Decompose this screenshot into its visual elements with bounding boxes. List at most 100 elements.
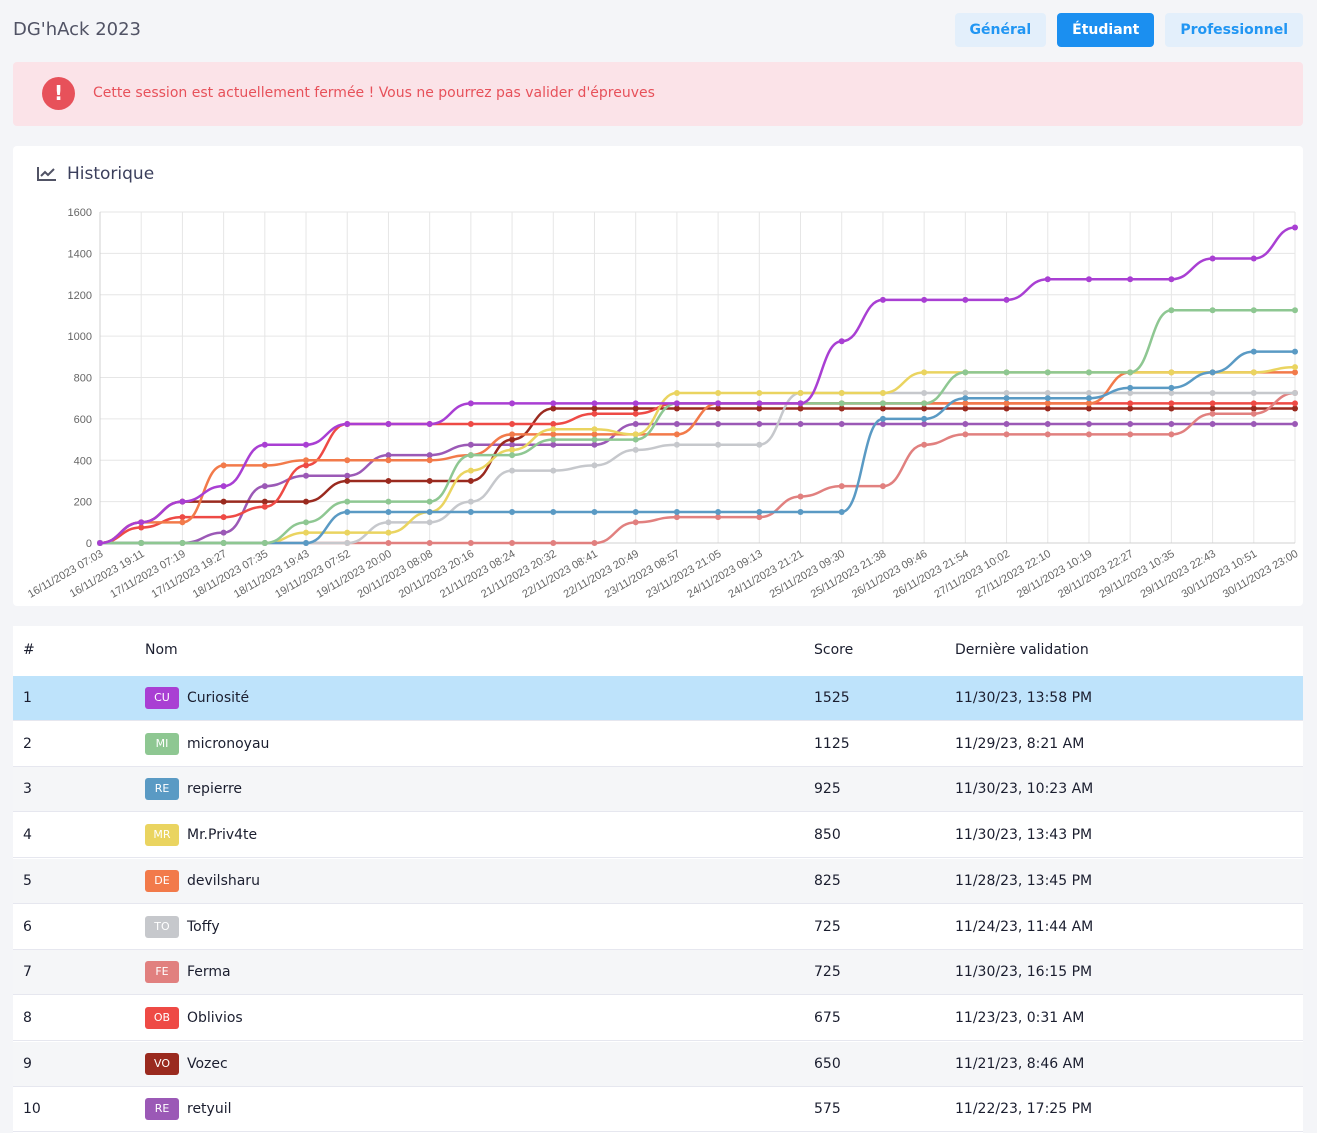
table-row[interactable]: 8 OB Oblivios 675 11/23/23, 0:31 AM: [13, 996, 1303, 1041]
date-cell: 11/29/23, 8:21 AM: [955, 722, 1084, 766]
x-tick-label: 30/11/2023 23:00: [1221, 548, 1300, 601]
team-name[interactable]: Mr.Priv4te: [187, 827, 258, 844]
data-point: [220, 540, 227, 546]
table-row[interactable]: 6 TO Toffy 725 11/24/23, 11:44 AM: [13, 905, 1303, 950]
score-value: 675: [814, 1009, 841, 1026]
data-point: [467, 400, 474, 407]
data-point: [715, 405, 722, 412]
data-point: [879, 296, 886, 303]
team-name[interactable]: Curiosité: [187, 690, 250, 706]
rank-value: 8: [23, 1009, 32, 1026]
data-point: [1168, 307, 1175, 314]
name-cell: RE retyuil: [145, 1087, 232, 1131]
data-point: [1127, 384, 1134, 391]
col-rank: #: [23, 642, 35, 658]
score-cell: 725: [814, 950, 841, 994]
data-point: [838, 405, 845, 412]
data-point: [756, 508, 763, 515]
data-point: [179, 498, 186, 505]
score-cell: 850: [814, 813, 841, 857]
data-point: [632, 405, 639, 412]
team-name[interactable]: Toffy: [187, 918, 220, 935]
data-point: [1250, 369, 1257, 376]
data-point: [426, 540, 433, 546]
table-row[interactable]: 5 DE devilsharu 825 11/28/23, 13:45 PM: [13, 858, 1303, 904]
data-point: [426, 519, 433, 526]
data-point: [467, 498, 474, 505]
data-point: [1044, 405, 1051, 412]
data-point: [962, 369, 969, 376]
data-point: [797, 493, 804, 500]
data-point: [509, 421, 516, 428]
data-point: [1044, 421, 1051, 428]
team-name[interactable]: devilsharu: [187, 872, 260, 889]
data-point: [426, 508, 433, 515]
data-point: [632, 446, 639, 453]
data-point: [1003, 400, 1010, 407]
data-point: [1209, 421, 1216, 428]
table-row[interactable]: 7 FE Ferma 725 11/30/23, 16:15 PM: [13, 950, 1303, 996]
data-point: [467, 452, 474, 459]
score-cell: 575: [814, 1087, 841, 1131]
data-point: [962, 400, 969, 407]
tab-general[interactable]: Général: [954, 13, 1047, 47]
data-point: [1292, 364, 1298, 371]
data-point: [1044, 276, 1051, 283]
y-tick-label: 1600: [68, 207, 92, 219]
table-row[interactable]: 3 RE repierre 925 11/30/23, 10:23 AM: [13, 767, 1303, 813]
card-title: Historique: [67, 164, 155, 184]
name-cell: VO Vozec: [145, 1042, 228, 1086]
data-point: [632, 436, 639, 443]
avatar: RE: [145, 778, 179, 801]
table-row[interactable]: 4 MR Mr.Priv4te 850 11/30/23, 13:43 PM: [13, 813, 1303, 859]
data-point: [1250, 400, 1257, 407]
score-cell: 825: [814, 859, 841, 903]
rank-cell: 4: [23, 813, 32, 857]
data-point: [385, 508, 392, 515]
score-value: 725: [814, 918, 841, 935]
data-point: [467, 441, 474, 448]
team-name[interactable]: repierre: [187, 781, 243, 798]
data-point: [509, 400, 516, 407]
data-point: [921, 415, 928, 422]
tab-etudiant[interactable]: Étudiant: [1057, 13, 1155, 47]
data-point: [1168, 421, 1175, 428]
team-name[interactable]: retyuil: [187, 1101, 232, 1118]
y-tick-label: 800: [74, 373, 92, 385]
rank-cell: 2: [23, 722, 32, 766]
data-point: [1003, 390, 1010, 397]
name-cell: DE devilsharu: [145, 859, 260, 903]
team-name[interactable]: micronoyau: [187, 735, 270, 752]
date-value: 11/28/23, 13:45 PM: [955, 872, 1093, 889]
category-tabs: Général Étudiant Professionnel: [954, 13, 1303, 47]
series-line: [100, 422, 1295, 545]
table-row[interactable]: 9 VO Vozec 650 11/21/23, 8:46 AM: [13, 1041, 1303, 1087]
data-point: [1044, 395, 1051, 402]
data-point: [509, 508, 516, 515]
name-cell: CU Curiosité: [145, 676, 249, 720]
data-point: [1127, 390, 1134, 397]
card-header: Historique: [37, 164, 154, 184]
data-point: [673, 405, 680, 412]
tab-professionnel[interactable]: Professionnel: [1165, 13, 1303, 47]
table-row[interactable]: 2 MI micronoyau 1125 11/29/23, 8:21 AM: [13, 722, 1303, 767]
y-tick-label: 400: [74, 455, 92, 467]
data-point: [344, 498, 351, 505]
date-value: 11/29/23, 8:21 AM: [955, 735, 1085, 752]
data-point: [509, 452, 516, 459]
table-row[interactable]: 1 CU Curiosité 1525 11/30/23, 13:58 PM: [13, 676, 1303, 721]
y-tick-label: 0: [86, 538, 92, 550]
data-point: [509, 431, 516, 438]
team-name[interactable]: Vozec: [187, 1055, 228, 1072]
col-name: Nom: [145, 642, 178, 658]
data-point: [1127, 369, 1134, 376]
date-value: 11/23/23, 0:31 AM: [955, 1009, 1085, 1026]
data-point: [550, 436, 557, 443]
data-point: [1292, 390, 1298, 397]
data-point: [1292, 224, 1298, 231]
y-tick-label: 600: [74, 414, 92, 426]
data-point: [1127, 405, 1134, 412]
team-name[interactable]: Oblivios: [187, 1009, 243, 1026]
table-row[interactable]: 10 RE retyuil 575 11/22/23, 17:25 PM: [13, 1087, 1303, 1133]
team-name[interactable]: Ferma: [187, 964, 231, 981]
